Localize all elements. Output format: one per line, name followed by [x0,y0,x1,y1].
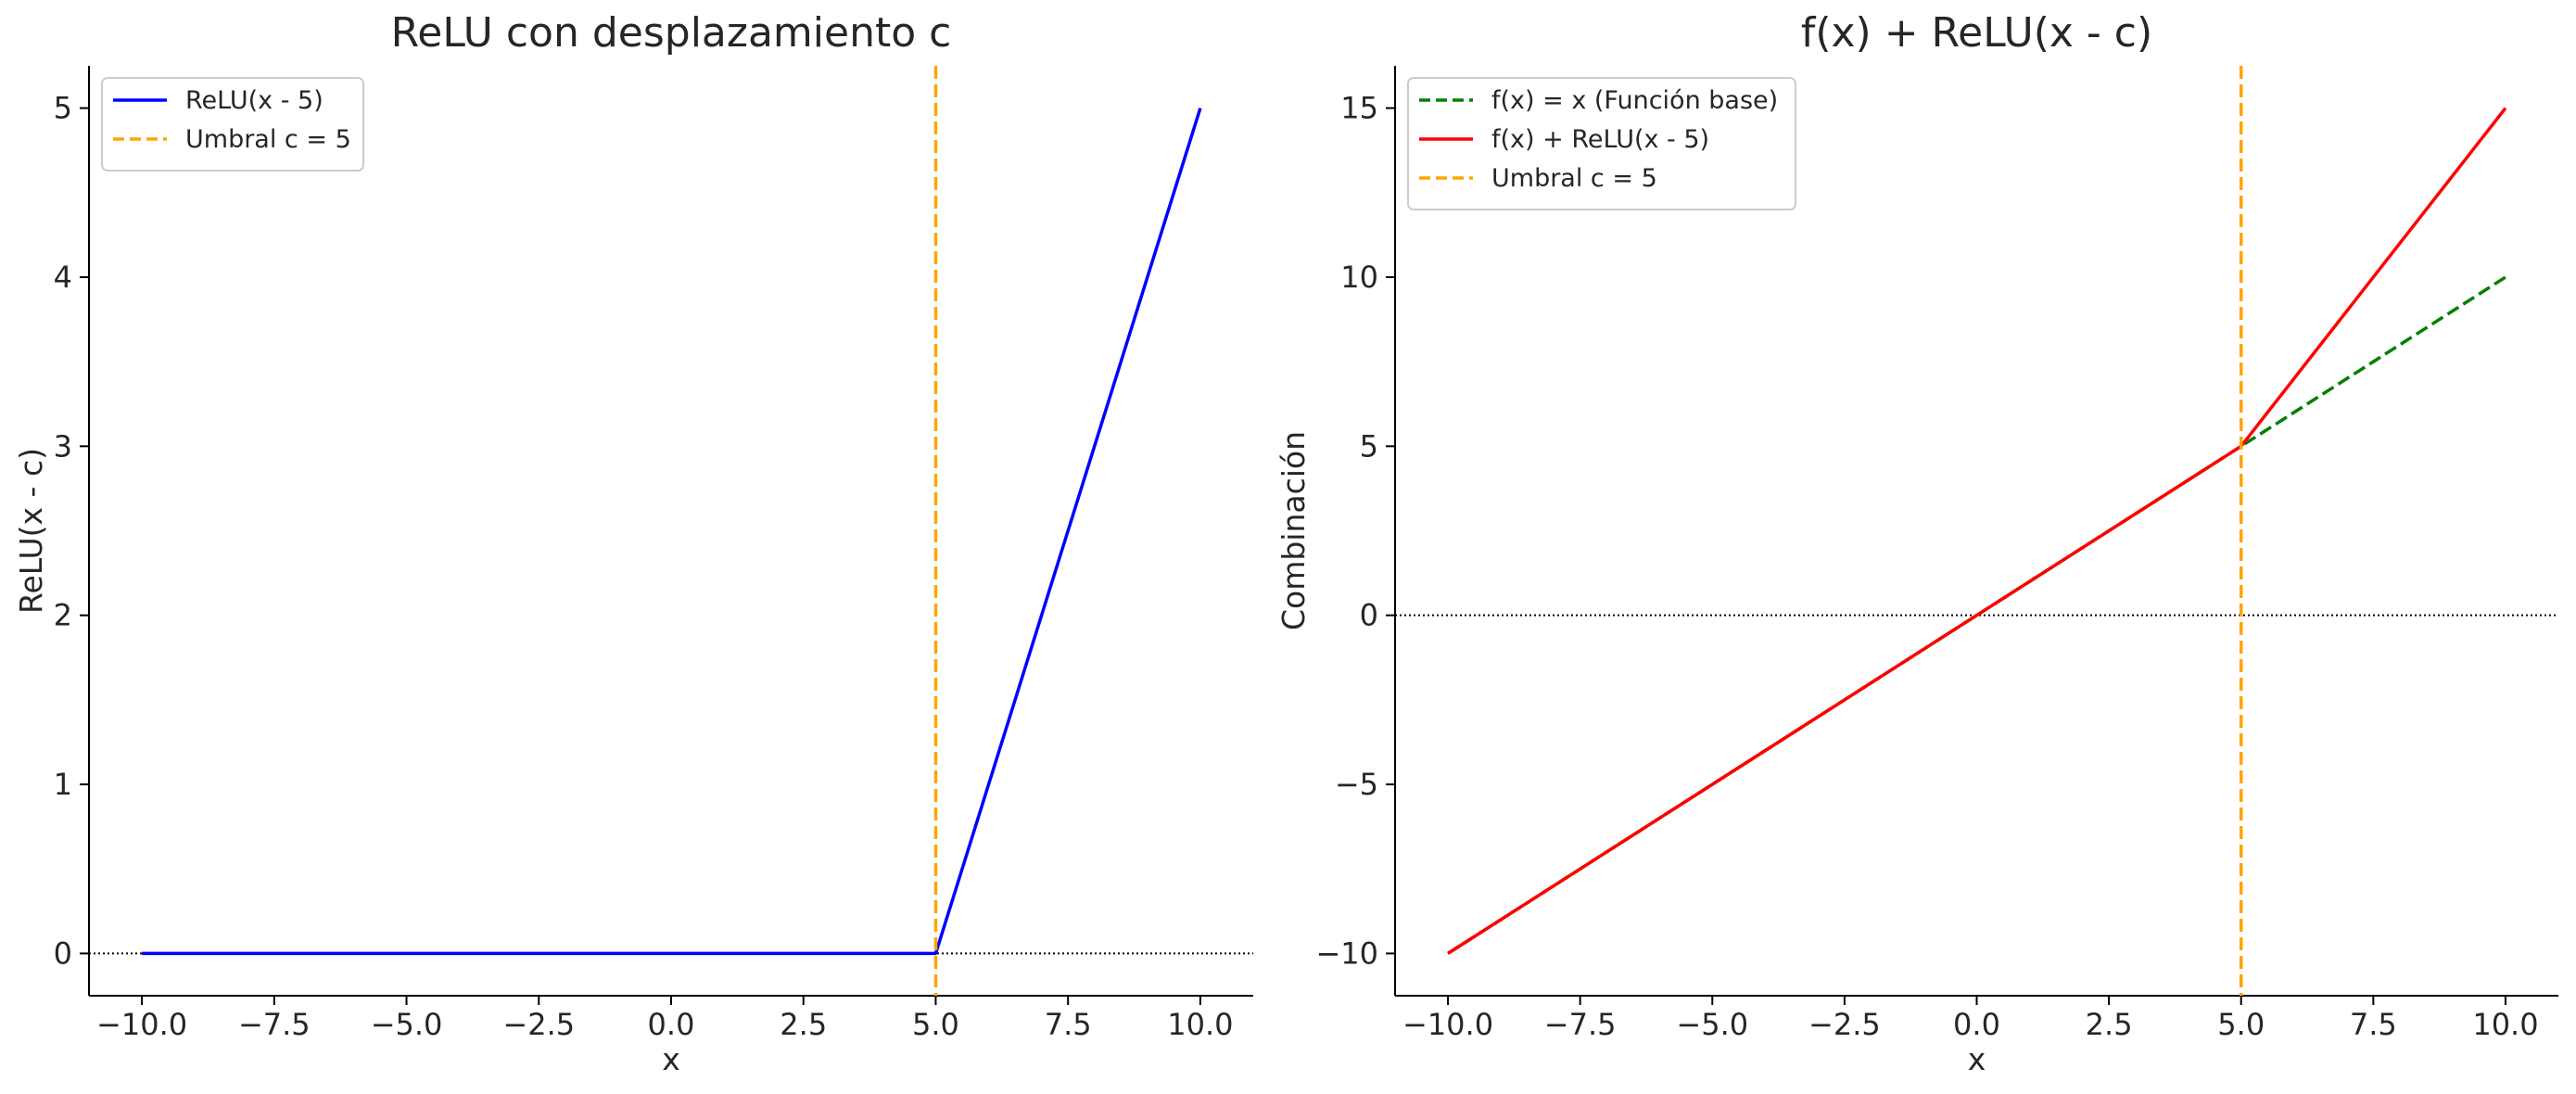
chart-panel-1: ReLU con desplazamiento c −10.0 −7.5 −5.0 −2… [13,9,1253,1077]
x-axis-label: x [1968,1041,1986,1077]
y-axis-label: ReLU(x - c) [13,448,49,614]
x-tick-label: 0.0 [1953,1007,2000,1042]
x-tick-label: −5.0 [371,1007,443,1042]
chart-title: f(x) + ReLU(x - c) [1801,9,2152,57]
series-line-1 [142,108,1202,956]
y-tick-label: −5 [1335,767,1378,802]
legend-box [101,77,364,172]
x-tick-label: −7.5 [238,1007,311,1042]
legend-label: Umbral c = 5 [1491,164,1657,193]
y-tick-label: 0 [54,935,72,971]
x-tick-label: 7.5 [2350,1007,2397,1042]
x-axis-label: x [662,1041,680,1077]
y-tick-label: 1 [54,767,72,802]
y-tick-label: 5 [54,91,72,126]
x-tick-label: −2.5 [502,1007,575,1042]
y-tick-label: −10 [1315,935,1378,971]
x-tick-label: 7.5 [1045,1007,1092,1042]
x-tick-label: 5.0 [912,1007,959,1042]
x-tick-label: 5.0 [2217,1007,2265,1042]
x-tick-label: 2.5 [2086,1007,2133,1042]
y-axis-label: Combinación [1275,431,1312,630]
chart-title: ReLU con desplazamiento c [391,9,952,57]
x-tick-label: 10.0 [1167,1007,1233,1042]
y-tick-label: 5 [1360,428,1378,464]
y-tick-label: 4 [54,260,72,295]
legend: f(x) = x (Función base) f(x) + ReLU(x - 5… [1407,77,1796,210]
x-tick-label: −5.0 [1676,1007,1748,1042]
y-tick-label: 0 [1360,598,1378,633]
legend-label: f(x) = x (Función base) [1491,86,1778,115]
x-tick-label: −10.0 [1402,1007,1493,1042]
x-tick-label: −7.5 [1544,1007,1617,1042]
legend-label: Umbral c = 5 [185,125,351,154]
y-tick-label: 15 [1340,91,1378,126]
legend-label: ReLU(x - 5) [185,86,324,115]
x-tick-label: −10.0 [96,1007,187,1042]
x-tick-label: 2.5 [780,1007,827,1042]
y-tick-label: 10 [1340,260,1378,295]
x-tick-label: −2.5 [1808,1007,1881,1042]
legend-box [1407,77,1796,210]
x-tick-label: 10.0 [2472,1007,2538,1042]
legend-label: f(x) + ReLU(x - 5) [1491,125,1709,154]
series-line-2 [1447,107,2507,955]
chart-panel-2: f(x) + ReLU(x - c) −10.0 −7.5 −5.0 −2.5 0.0 2.… [1275,9,2558,1077]
x-tick-label: 0.0 [648,1007,695,1042]
legend: ReLU(x - 5) Umbral c = 5 [101,77,364,172]
y-tick-label: 3 [54,428,72,464]
y-tick-label: 2 [54,598,72,633]
